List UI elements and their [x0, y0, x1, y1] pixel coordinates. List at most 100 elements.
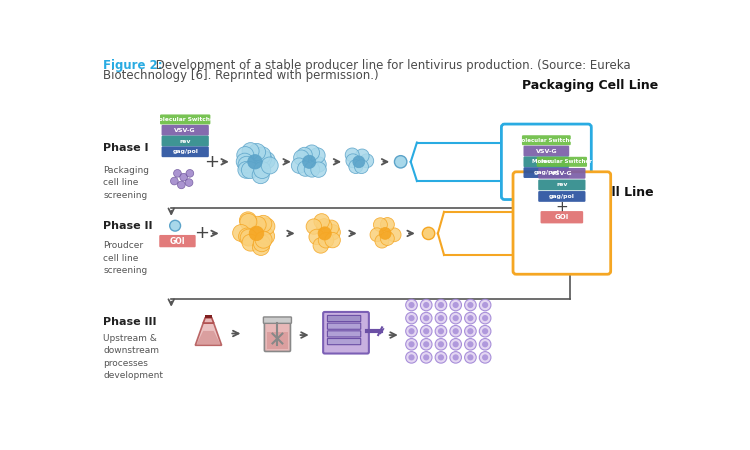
Circle shape — [467, 354, 473, 360]
Circle shape — [482, 315, 488, 321]
Circle shape — [438, 341, 444, 347]
Circle shape — [409, 354, 415, 360]
Circle shape — [406, 325, 417, 337]
Circle shape — [254, 162, 271, 179]
Circle shape — [254, 147, 271, 164]
Text: gag/pol: gag/pol — [533, 170, 560, 175]
Circle shape — [423, 302, 429, 308]
Text: Molecular Switcher: Molecular Switcher — [153, 117, 218, 122]
Circle shape — [232, 225, 250, 242]
Circle shape — [421, 351, 432, 363]
Circle shape — [258, 218, 275, 235]
Text: Phase II: Phase II — [103, 220, 152, 231]
Circle shape — [360, 154, 374, 168]
Circle shape — [438, 328, 444, 334]
Circle shape — [248, 144, 266, 161]
Circle shape — [479, 299, 491, 311]
Circle shape — [406, 312, 417, 324]
Circle shape — [464, 325, 476, 337]
Circle shape — [316, 219, 332, 234]
Circle shape — [409, 302, 415, 308]
Circle shape — [291, 158, 307, 173]
Text: rev: rev — [179, 139, 191, 144]
Circle shape — [255, 231, 272, 248]
Circle shape — [252, 238, 269, 256]
Circle shape — [464, 351, 476, 363]
Circle shape — [185, 179, 193, 186]
Text: Molecular Switcher: Molecular Switcher — [517, 138, 576, 143]
Circle shape — [452, 354, 459, 360]
Circle shape — [249, 226, 264, 241]
Text: Producer Cell Line: Producer Cell Line — [526, 186, 653, 199]
Circle shape — [240, 229, 257, 246]
Circle shape — [394, 156, 406, 168]
Circle shape — [254, 235, 270, 252]
FancyBboxPatch shape — [161, 125, 209, 135]
Circle shape — [464, 338, 476, 350]
Text: +: + — [194, 225, 209, 243]
Text: rev: rev — [541, 159, 552, 164]
Circle shape — [482, 328, 488, 334]
FancyBboxPatch shape — [263, 317, 292, 324]
Circle shape — [438, 354, 444, 360]
FancyBboxPatch shape — [541, 211, 584, 223]
Circle shape — [173, 170, 182, 177]
Circle shape — [238, 156, 255, 173]
Circle shape — [423, 354, 429, 360]
Circle shape — [406, 351, 417, 363]
FancyBboxPatch shape — [537, 157, 587, 167]
Circle shape — [387, 228, 401, 242]
Circle shape — [309, 229, 325, 245]
Circle shape — [375, 234, 389, 248]
Circle shape — [238, 228, 256, 245]
Circle shape — [423, 341, 429, 347]
Circle shape — [450, 338, 461, 350]
Bar — [267, 332, 288, 349]
FancyBboxPatch shape — [502, 124, 591, 199]
Text: +: + — [204, 153, 219, 171]
Circle shape — [180, 173, 188, 181]
Circle shape — [380, 217, 394, 231]
Circle shape — [467, 315, 473, 321]
Circle shape — [240, 213, 257, 230]
Circle shape — [310, 148, 326, 163]
Circle shape — [450, 351, 461, 363]
Circle shape — [349, 160, 363, 174]
Circle shape — [438, 302, 444, 308]
Circle shape — [255, 216, 272, 232]
Circle shape — [242, 234, 259, 251]
Circle shape — [421, 338, 432, 350]
Text: Packaging
cell line
screening: Packaging cell line screening — [103, 166, 149, 200]
Text: rev: rev — [556, 182, 568, 187]
Circle shape — [323, 220, 339, 235]
Circle shape — [236, 153, 254, 170]
Circle shape — [304, 162, 320, 177]
Circle shape — [479, 312, 491, 324]
Circle shape — [452, 328, 459, 334]
Circle shape — [257, 228, 274, 245]
FancyBboxPatch shape — [524, 146, 569, 157]
Circle shape — [452, 341, 459, 347]
Bar — [206, 315, 212, 318]
Circle shape — [482, 341, 488, 347]
Text: gag/pol: gag/pol — [172, 149, 198, 154]
Circle shape — [421, 299, 432, 311]
Circle shape — [302, 155, 316, 168]
Circle shape — [242, 143, 259, 160]
Circle shape — [464, 312, 476, 324]
FancyBboxPatch shape — [524, 167, 569, 178]
FancyBboxPatch shape — [524, 157, 569, 167]
Polygon shape — [196, 331, 220, 344]
Text: gag/pol: gag/pol — [549, 194, 574, 199]
Circle shape — [313, 238, 328, 253]
Circle shape — [304, 145, 320, 160]
Text: Packaging Cell Line: Packaging Cell Line — [522, 79, 658, 92]
Circle shape — [423, 328, 429, 334]
Circle shape — [421, 325, 432, 337]
Circle shape — [409, 315, 415, 321]
Circle shape — [239, 212, 256, 229]
Circle shape — [421, 312, 432, 324]
Circle shape — [237, 147, 254, 163]
Circle shape — [248, 155, 262, 169]
Text: Upstream &
downstream
processes
development: Upstream & downstream processes developm… — [103, 333, 163, 380]
